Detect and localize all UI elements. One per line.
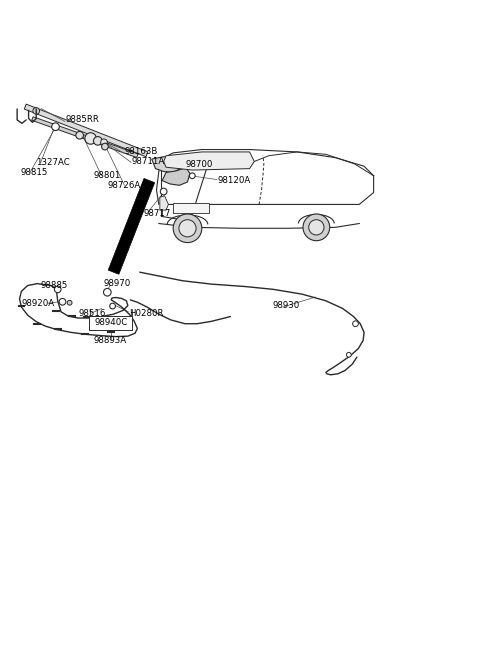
- Polygon shape: [32, 117, 138, 158]
- Circle shape: [76, 131, 84, 139]
- Circle shape: [52, 123, 60, 131]
- Text: 98163B: 98163B: [124, 147, 158, 156]
- Polygon shape: [164, 152, 254, 170]
- Text: 98815: 98815: [21, 168, 48, 177]
- Circle shape: [309, 219, 324, 235]
- Polygon shape: [160, 196, 168, 210]
- Text: 98711A: 98711A: [131, 157, 165, 166]
- Circle shape: [85, 133, 96, 144]
- Circle shape: [179, 219, 196, 237]
- Circle shape: [303, 214, 330, 240]
- FancyBboxPatch shape: [89, 315, 132, 330]
- Circle shape: [59, 298, 66, 305]
- Circle shape: [173, 214, 202, 242]
- Circle shape: [104, 288, 111, 296]
- Text: 98726A: 98726A: [108, 181, 141, 190]
- Circle shape: [101, 139, 108, 146]
- Text: 98801: 98801: [93, 171, 120, 180]
- Circle shape: [94, 137, 102, 145]
- Text: 98920A: 98920A: [22, 299, 55, 308]
- Circle shape: [110, 304, 116, 309]
- Text: 98970: 98970: [104, 279, 131, 288]
- Text: 98717: 98717: [144, 208, 171, 217]
- FancyBboxPatch shape: [173, 203, 209, 214]
- Circle shape: [160, 188, 167, 195]
- Circle shape: [33, 108, 39, 114]
- Circle shape: [353, 321, 359, 327]
- Polygon shape: [108, 179, 155, 274]
- Text: 9885RR: 9885RR: [66, 116, 100, 124]
- Circle shape: [54, 286, 61, 293]
- Text: 98940C: 98940C: [94, 318, 127, 327]
- Text: 98516: 98516: [79, 309, 106, 318]
- Circle shape: [190, 173, 195, 179]
- Text: 98700: 98700: [185, 160, 213, 170]
- Text: 98885: 98885: [40, 281, 68, 290]
- Text: 98930: 98930: [273, 301, 300, 310]
- Circle shape: [102, 143, 108, 150]
- Circle shape: [347, 352, 351, 357]
- Polygon shape: [162, 168, 190, 185]
- Text: 1327AC: 1327AC: [36, 158, 70, 168]
- Text: 98893A: 98893A: [93, 336, 126, 346]
- Text: 98120A: 98120A: [217, 176, 251, 185]
- Polygon shape: [24, 104, 148, 157]
- Circle shape: [67, 300, 72, 305]
- Polygon shape: [152, 157, 183, 172]
- Text: H0280R: H0280R: [129, 309, 164, 318]
